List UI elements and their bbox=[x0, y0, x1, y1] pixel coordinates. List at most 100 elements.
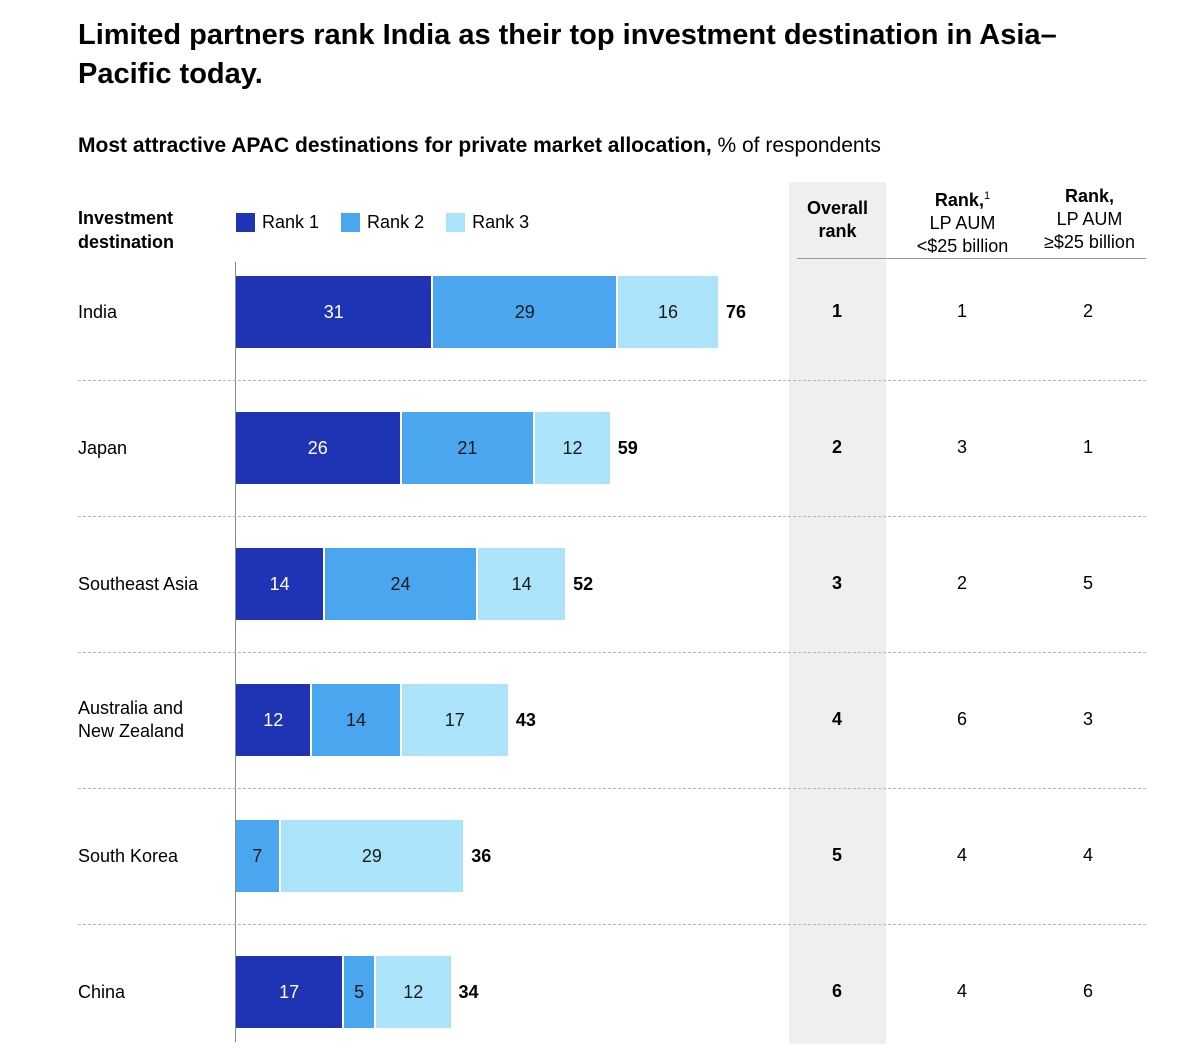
row-divider bbox=[78, 788, 1146, 789]
header-rule bbox=[797, 258, 1146, 259]
row-label-southeast-asia: Southeast Asia bbox=[78, 573, 198, 596]
legend-item-rank2: Rank 2 bbox=[341, 212, 424, 233]
overall-rank-south-korea: 5 bbox=[831, 845, 842, 865]
small-lp-rank-header: Rank,1 LP AUM <$25 billion bbox=[900, 185, 1025, 258]
large-lp-rank-south-korea: 4 bbox=[1082, 845, 1093, 865]
bar-total-india: 76 bbox=[726, 302, 747, 322]
bar-value-label: 16 bbox=[658, 301, 679, 322]
footnote-marker: 1 bbox=[983, 190, 991, 202]
bar-value-label: 29 bbox=[361, 845, 382, 866]
bar-japan-rank2: 21 bbox=[401, 412, 536, 484]
row-label-australia-and-new-zealand: Australia and New Zealand bbox=[78, 697, 184, 743]
bar-value-label: 14 bbox=[345, 709, 366, 730]
bar-australia-and-new-zealand-rank3: 17 bbox=[401, 684, 510, 756]
small-header-line3: <$25 billion bbox=[916, 236, 1009, 256]
large-header-line1: Rank, bbox=[1064, 186, 1115, 206]
bar-southeast-asia-rank3: 14 bbox=[478, 548, 568, 620]
row-label-china: China bbox=[78, 981, 125, 1004]
small-lp-rank-japan: 3 bbox=[956, 437, 967, 457]
bar-south-korea-rank2: 7 bbox=[236, 820, 281, 892]
row-label-line: China bbox=[78, 981, 126, 1002]
legend-swatch-rank1 bbox=[236, 213, 255, 232]
bar-southeast-asia-rank2: 24 bbox=[325, 548, 478, 620]
large-lp-rank-southeast-asia: 5 bbox=[1082, 573, 1093, 593]
bar-australia-and-new-zealand-rank2: 14 bbox=[312, 684, 402, 756]
bar-japan-rank3: 12 bbox=[535, 412, 612, 484]
legend-label-rank2: Rank 2 bbox=[367, 212, 425, 232]
large-lp-rank-china: 6 bbox=[1082, 981, 1093, 1001]
legend-swatch-rank2 bbox=[341, 213, 361, 232]
large-lp-rank-india: 2 bbox=[1082, 301, 1093, 321]
bar-value-label: 17 bbox=[279, 981, 300, 1002]
row-divider bbox=[78, 652, 1146, 653]
bar-total-south-korea: 36 bbox=[471, 846, 492, 866]
bar-value-label: 12 bbox=[562, 437, 583, 458]
row-label-line: Australia and bbox=[78, 698, 184, 718]
legend-item-rank1: Rank 1 bbox=[236, 212, 319, 233]
row-label-line: India bbox=[78, 301, 118, 322]
legend: Rank 1 Rank 2 Rank 3 bbox=[236, 212, 529, 233]
legend-label-rank3: Rank 3 bbox=[472, 212, 530, 232]
bar-value-label: 14 bbox=[511, 573, 532, 594]
row-label-south-korea: South Korea bbox=[78, 845, 178, 868]
large-header-line3: ≥$25 billion bbox=[1044, 232, 1135, 252]
large-header-line2: LP AUM bbox=[1056, 209, 1123, 229]
small-header-line2: LP AUM bbox=[929, 213, 996, 233]
destination-header-line2: destination bbox=[78, 232, 175, 252]
subtitle-bold: Most attractive APAC destinations for pr… bbox=[78, 134, 712, 157]
bar-total-southeast-asia: 52 bbox=[573, 574, 594, 594]
small-lp-rank-india: 1 bbox=[956, 301, 967, 321]
row-label-india: India bbox=[78, 301, 117, 324]
bar-value-label: 17 bbox=[444, 709, 465, 730]
bar-india-rank1: 31 bbox=[236, 276, 434, 348]
row-label-line: Southeast Asia bbox=[78, 573, 199, 594]
overall-rank-column-bg bbox=[789, 182, 886, 1044]
bar-south-korea-rank3: 29 bbox=[280, 820, 466, 892]
large-lp-rank-australia-and-new-zealand: 3 bbox=[1082, 709, 1093, 729]
bar-australia-and-new-zealand-rank1: 12 bbox=[236, 684, 313, 756]
bar-india-rank2: 29 bbox=[433, 276, 619, 348]
overall-rank-australia-and-new-zealand: 4 bbox=[831, 709, 842, 729]
destination-header-line1: Investment bbox=[78, 208, 174, 228]
small-lp-rank-southeast-asia: 2 bbox=[956, 573, 967, 593]
row-label-japan: Japan bbox=[78, 437, 127, 460]
bar-total-japan: 59 bbox=[617, 438, 638, 458]
bar-india-rank3: 16 bbox=[618, 276, 720, 348]
destination-header: Investment destination bbox=[78, 206, 174, 254]
bar-value-label: 24 bbox=[390, 573, 411, 594]
bar-value-label: 21 bbox=[457, 437, 478, 458]
row-divider bbox=[78, 516, 1146, 517]
small-lp-rank-china: 4 bbox=[956, 981, 967, 1001]
large-lp-rank-header: Rank, LP AUM ≥$25 billion bbox=[1027, 185, 1152, 254]
bar-southeast-asia-rank1: 14 bbox=[236, 548, 326, 620]
small-lp-rank-south-korea: 4 bbox=[956, 845, 967, 865]
large-lp-rank-japan: 1 bbox=[1082, 437, 1093, 457]
bar-china-rank2: 5 bbox=[344, 956, 377, 1028]
row-divider bbox=[78, 380, 1146, 381]
overall-rank-japan: 2 bbox=[831, 437, 842, 457]
small-lp-rank-australia-and-new-zealand: 6 bbox=[956, 709, 967, 729]
overall-rank-india: 1 bbox=[831, 301, 842, 321]
bar-total-china: 34 bbox=[458, 982, 479, 1002]
overall-rank-china: 6 bbox=[831, 981, 842, 1001]
bar-china-rank1: 17 bbox=[236, 956, 345, 1028]
bar-value-label: 29 bbox=[514, 301, 535, 322]
bar-value-label: 12 bbox=[263, 709, 284, 730]
bar-value-label: 12 bbox=[403, 981, 424, 1002]
legend-swatch-rank3 bbox=[446, 213, 466, 232]
row-label-line: Japan bbox=[78, 437, 128, 458]
chart-subtitle: Most attractive APAC destinations for pr… bbox=[78, 131, 881, 161]
bar-value-label: 7 bbox=[252, 845, 263, 866]
small-header-line1: Rank, bbox=[934, 190, 984, 210]
overall-header-line2: rank bbox=[818, 221, 857, 241]
bar-china-rank3: 12 bbox=[376, 956, 453, 1028]
legend-item-rank3: Rank 3 bbox=[446, 212, 529, 233]
bar-value-label: 31 bbox=[323, 301, 344, 322]
overall-header-line1: Overall bbox=[806, 198, 869, 218]
row-label-line: New Zealand bbox=[78, 721, 185, 741]
subtitle-unit: % of respondents bbox=[711, 134, 881, 157]
bar-total-australia-and-new-zealand: 43 bbox=[515, 710, 536, 730]
overall-rank-southeast-asia: 3 bbox=[831, 573, 842, 593]
legend-label-rank1: Rank 1 bbox=[262, 212, 320, 232]
row-divider bbox=[78, 924, 1146, 925]
